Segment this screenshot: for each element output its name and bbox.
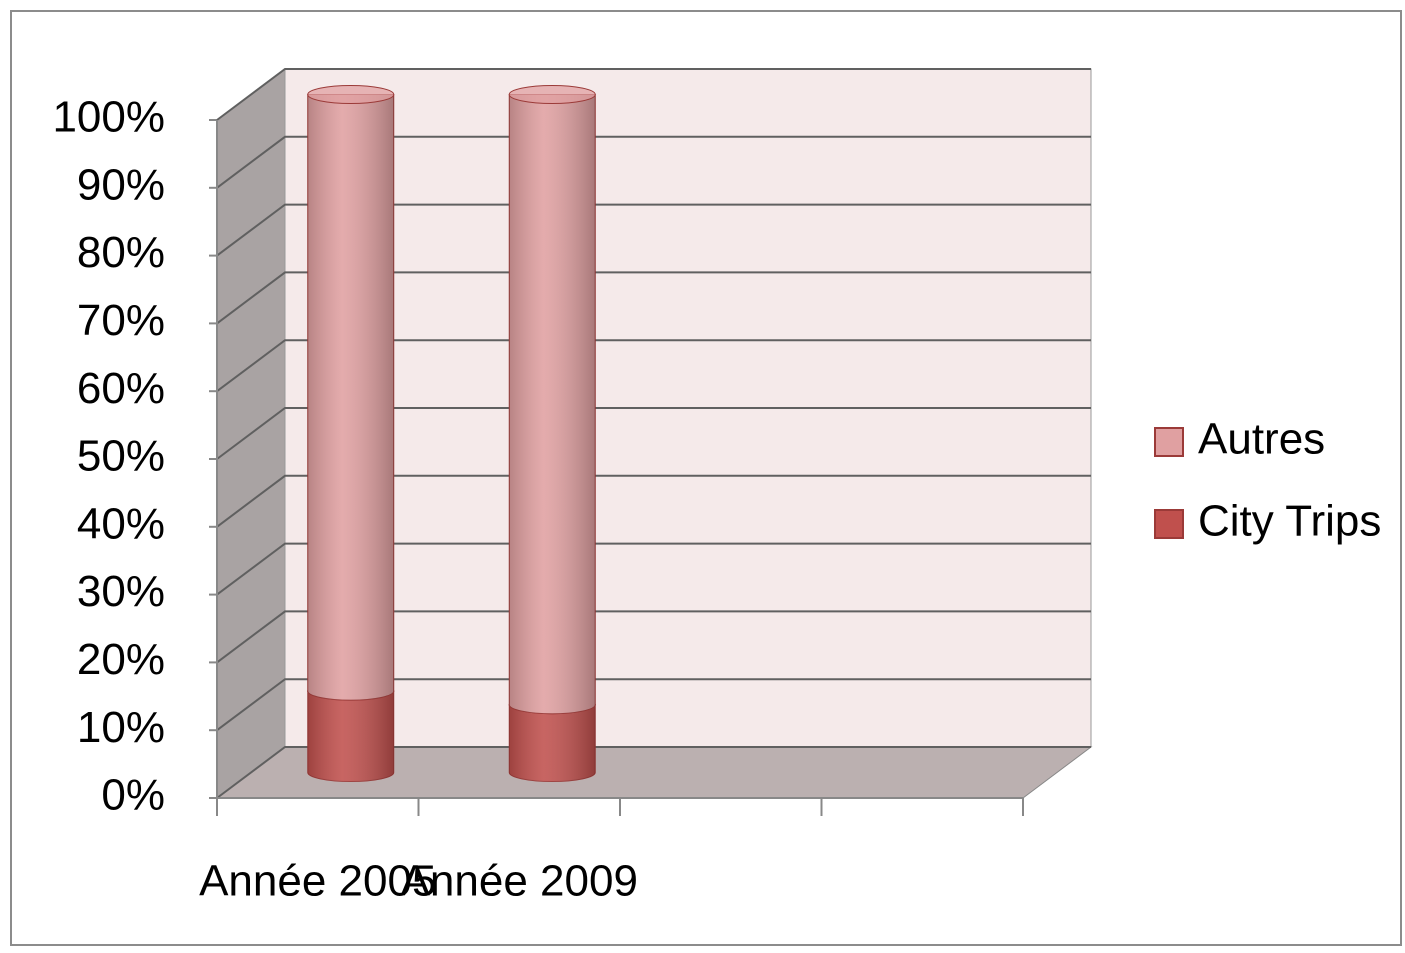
y-tick-label: 50% (77, 432, 165, 481)
y-tick-label: 20% (77, 635, 165, 684)
cylinder-shade (509, 94, 596, 714)
y-tick-label: 30% (77, 567, 165, 616)
y-tick-label: 40% (77, 499, 165, 548)
y-tick-label: 0% (101, 771, 165, 820)
grid-line (216, 407, 1091, 460)
legend-swatch (1154, 509, 1184, 539)
legend-label: City Trips (1198, 497, 1381, 546)
bar-segment (508, 85, 596, 715)
grid-line (216, 474, 1091, 528)
x-tick-label: Année 2005 (199, 857, 436, 906)
y-tick-label: 90% (77, 160, 165, 209)
grid-line (216, 68, 1091, 121)
y-tick-label: 80% (77, 228, 165, 277)
legend-swatch (1154, 427, 1184, 457)
cylinder-shade (307, 94, 394, 701)
y-tick-label: 100% (52, 93, 165, 142)
y-tick-label: 10% (77, 703, 165, 752)
bar-segment (307, 681, 395, 782)
cylinder-shade (509, 704, 596, 782)
grid-line (216, 610, 1091, 664)
y-tick-label: 70% (77, 296, 165, 345)
cylinder-top (307, 85, 395, 104)
grid-line (216, 746, 1091, 799)
cylinder-top (508, 85, 596, 104)
x-tick-label: Année 2009 (401, 857, 638, 906)
grid-line (216, 271, 1091, 325)
y-tick-label: 60% (77, 364, 165, 413)
grid-line (216, 542, 1091, 596)
legend-label: Autres (1198, 415, 1325, 464)
grid-line (216, 339, 1091, 393)
grid-line (216, 203, 1091, 257)
cylinder-shade (307, 691, 394, 782)
grid-line (216, 678, 1091, 732)
bar-segment (307, 85, 395, 701)
grid-line (216, 135, 1091, 189)
